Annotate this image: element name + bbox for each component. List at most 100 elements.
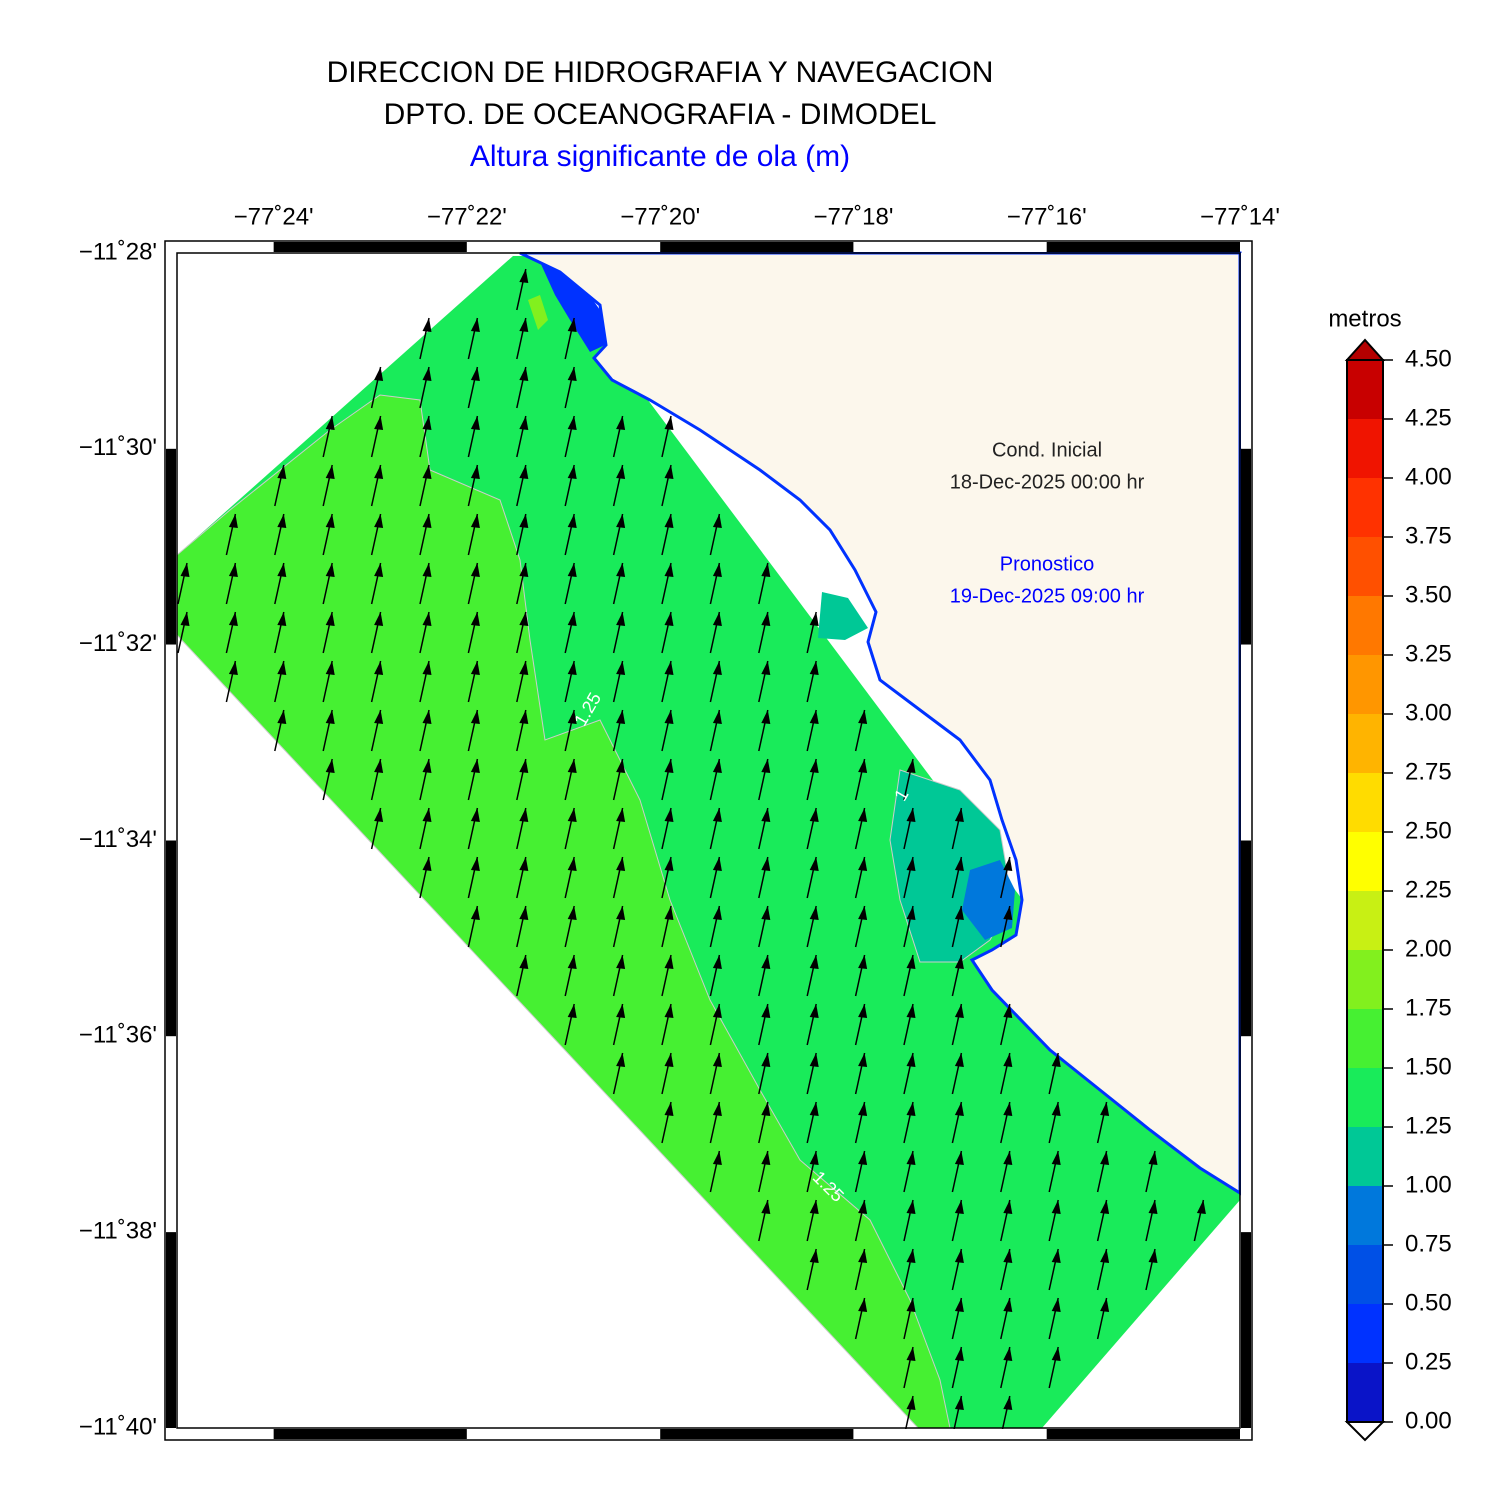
arrow-head — [567, 906, 577, 920]
arrow-head — [664, 759, 674, 773]
arrow-head — [374, 612, 384, 626]
frame-bar — [660, 242, 854, 252]
arrow-head — [1100, 1151, 1110, 1165]
wave-zone-1-25 — [176, 394, 951, 1429]
arrow-head — [422, 710, 432, 724]
colorbar-band — [1347, 360, 1383, 419]
arrow-head — [954, 1200, 964, 1214]
arrow-head — [1051, 1053, 1061, 1067]
colorbar-band — [1347, 891, 1383, 950]
colorbar-under — [1344, 1421, 1386, 1442]
arrow-head — [1003, 1200, 1013, 1214]
arrow-head — [277, 661, 287, 675]
arrow-head — [809, 857, 819, 871]
arrow-head — [858, 955, 868, 969]
colorbar-tick-label: 2.25 — [1405, 876, 1452, 903]
arrow-head — [1100, 1200, 1110, 1214]
colorbar-tick-label: 0.00 — [1405, 1407, 1452, 1434]
colorbar-tick-label: 1.00 — [1405, 1171, 1452, 1198]
arrow-head — [761, 808, 771, 822]
arrow-head — [664, 955, 674, 969]
colorbar-tick-label: 4.00 — [1405, 463, 1452, 490]
arrow-head — [906, 955, 916, 969]
arrow-head — [809, 759, 819, 773]
wave-zone-0-75 — [818, 592, 868, 640]
frame-bar — [466, 242, 661, 252]
title: DIRECCION DE HIDROGRAFIA Y NAVEGACION — [327, 56, 994, 89]
arrow-head — [906, 857, 916, 871]
colorbar-tick-label: 0.75 — [1405, 1230, 1452, 1257]
arrow-head — [858, 857, 868, 871]
arrow-head — [858, 1249, 868, 1263]
arrow-head — [616, 661, 626, 675]
arrow-head — [664, 1102, 674, 1116]
arrow-head — [761, 612, 771, 626]
arrow-head — [761, 1004, 771, 1018]
colorbar-band — [1347, 1009, 1383, 1068]
arrow-head — [470, 857, 480, 871]
arrow-head — [519, 906, 529, 920]
colorbar-band — [1347, 773, 1383, 832]
colorbar-tick-label: 2.00 — [1405, 935, 1452, 962]
arrow-head — [422, 416, 432, 430]
arrow-head — [470, 318, 480, 332]
arrow-head — [616, 906, 626, 920]
arrow-head — [664, 1004, 674, 1018]
arrow-head — [1100, 1298, 1110, 1312]
arrow-head — [858, 1151, 868, 1165]
arrow-head — [761, 563, 771, 577]
arrow-head — [616, 710, 626, 724]
colorbar-tick-label: 1.50 — [1405, 1053, 1452, 1080]
colorbar-band — [1347, 1186, 1383, 1245]
arrow-head — [277, 514, 287, 528]
arrow-head — [519, 367, 529, 381]
arrow-head — [664, 1053, 674, 1067]
arrow-head — [1003, 906, 1013, 920]
arrow-head — [664, 465, 674, 479]
x-tick-label: −77˚20' — [620, 203, 700, 230]
arrow-head — [761, 1151, 771, 1165]
arrow-head — [616, 808, 626, 822]
arrow-head — [858, 808, 868, 822]
arrow-head — [519, 269, 529, 283]
colorbar-band — [1347, 1304, 1383, 1363]
arrow-head — [422, 367, 432, 381]
y-tick-label: −11˚40' — [79, 1413, 157, 1440]
frame-bar — [166, 840, 176, 1037]
arrow-head — [519, 416, 529, 430]
arrow-head — [712, 759, 722, 773]
arrow-head — [761, 1053, 771, 1067]
outer-frame — [164, 240, 1253, 1441]
colorbar-band — [1347, 832, 1383, 891]
colorbar-band — [1347, 714, 1383, 773]
x-tick-label: −77˚22' — [427, 203, 507, 230]
arrow-head — [470, 563, 480, 577]
colorbar-band — [1347, 1068, 1383, 1127]
arrow-head — [325, 759, 335, 773]
arrow-head — [180, 563, 190, 577]
x-tick-label: −77˚24' — [234, 203, 314, 230]
frame-bar — [853, 242, 1047, 252]
arrow-head — [567, 416, 577, 430]
arrow-head — [954, 1151, 964, 1165]
arrow-head — [906, 1396, 916, 1410]
arrow-head — [1003, 1151, 1013, 1165]
y-tick-label: −11˚32' — [79, 630, 157, 657]
x-tick-label: −77˚18' — [813, 203, 893, 230]
arrow-head — [809, 1004, 819, 1018]
arrow-head — [422, 465, 432, 479]
y-tick-label: −11˚38' — [79, 1217, 157, 1244]
arrow-head — [616, 612, 626, 626]
arrow-head — [809, 1053, 819, 1067]
arrow-head — [664, 906, 674, 920]
colorbar-tick-label: 4.25 — [1405, 404, 1452, 431]
arrow-head — [567, 612, 577, 626]
forecast-label: Pronostico — [1000, 553, 1095, 575]
arrow-head — [1051, 1102, 1061, 1116]
frame-bar — [660, 1429, 854, 1439]
arrow-head — [374, 759, 384, 773]
arrow-head — [954, 955, 964, 969]
frame-bar — [273, 1429, 467, 1439]
x-tick-label: −77˚14' — [1200, 203, 1280, 230]
arrow-head — [519, 955, 529, 969]
